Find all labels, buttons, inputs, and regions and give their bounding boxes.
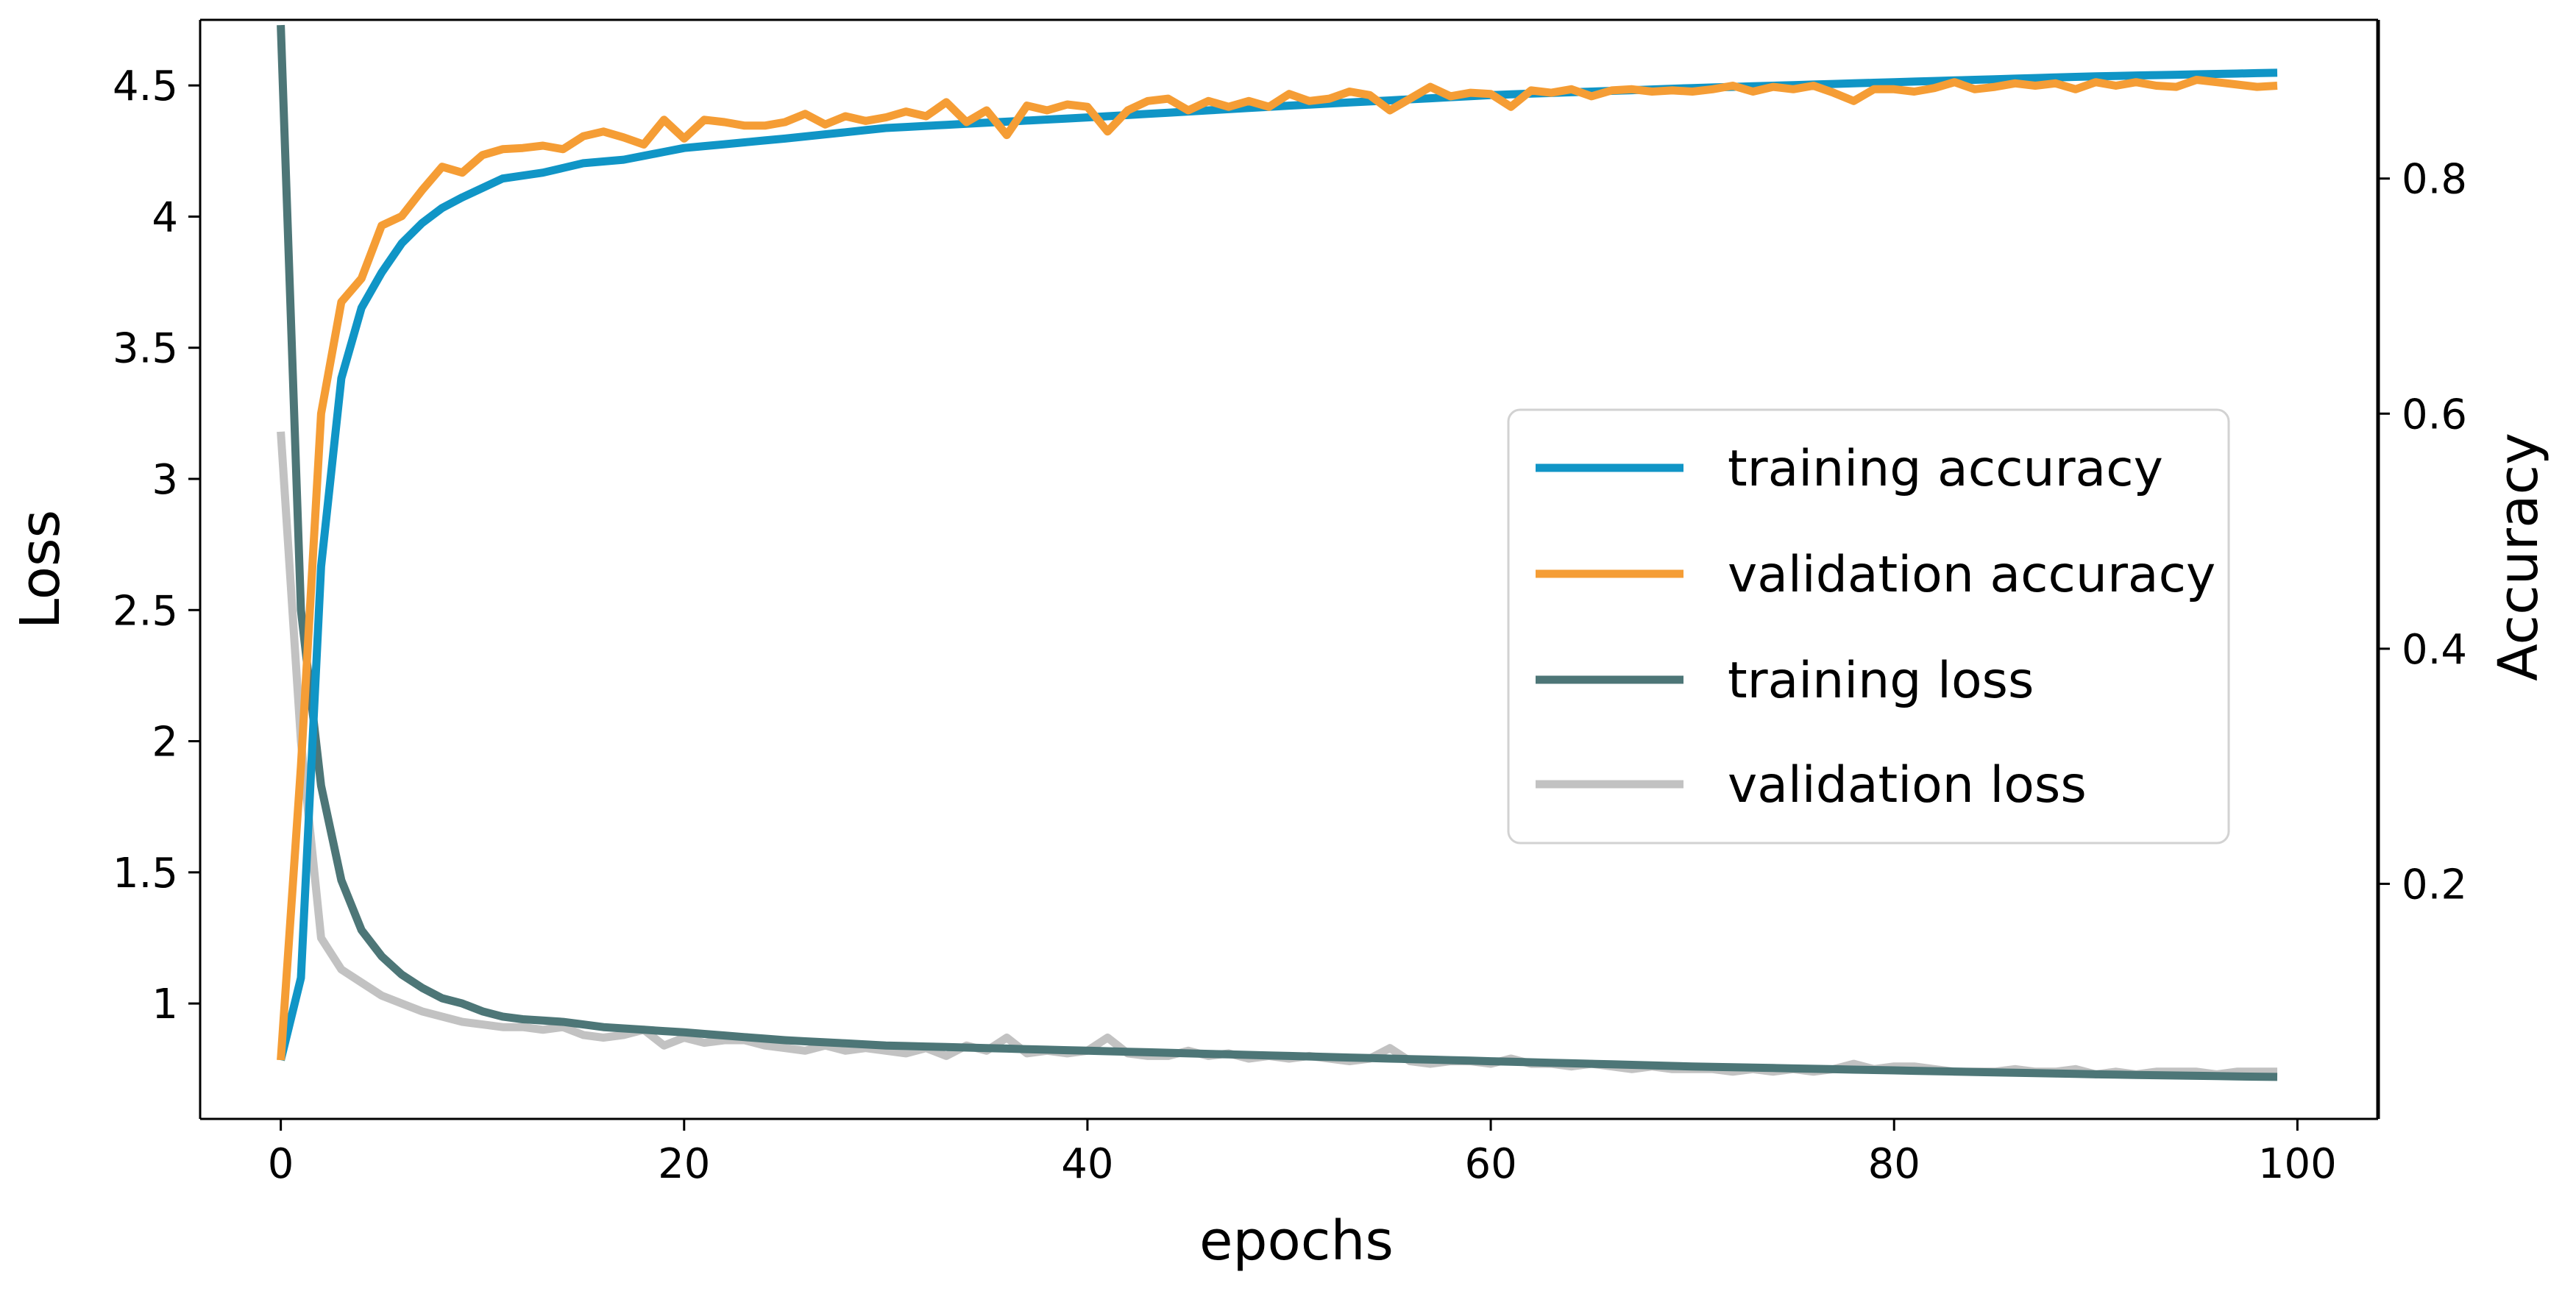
legend-label-validation-loss: validation loss bbox=[1728, 756, 2087, 814]
y-left-tick-label: 2 bbox=[152, 719, 178, 767]
legend-entries: training accuracy validation accuracy trai… bbox=[1536, 440, 2215, 814]
y-right-tick-label: 0.8 bbox=[2402, 156, 2467, 204]
y-left-tick-label: 4.5 bbox=[113, 63, 178, 110]
series-line-training-accuracy bbox=[277, 68, 2278, 1062]
x-tick-label: 80 bbox=[1868, 1140, 1920, 1188]
legend-label-training-loss: training loss bbox=[1728, 652, 2034, 710]
series-line-validation-accuracy bbox=[277, 76, 2278, 1061]
series-layer bbox=[277, 24, 2278, 1081]
y-axis-right-ticks: 0.2 0.4 0.6 0.8 bbox=[2378, 156, 2467, 909]
x-axis-label: epochs bbox=[1199, 1209, 1394, 1273]
y-right-tick-label: 0.4 bbox=[2402, 626, 2467, 674]
x-tick-label: 20 bbox=[658, 1140, 710, 1188]
x-tick-label: 60 bbox=[1464, 1140, 1516, 1188]
y-left-tick-label: 1 bbox=[152, 981, 178, 1028]
x-axis-ticks: 0 20 40 60 80 100 bbox=[268, 1119, 2337, 1188]
y-left-tick-label: 3 bbox=[152, 456, 178, 504]
legend-label-validation-accuracy: validation accuracy bbox=[1728, 546, 2215, 604]
y-left-tick-label: 3.5 bbox=[113, 325, 178, 373]
legend-box bbox=[1507, 408, 2230, 845]
y-axis-left-ticks: 1 1.5 2 2.5 3 3.5 4 4.5 bbox=[113, 63, 200, 1028]
legend: training accuracy validation accuracy trai… bbox=[1507, 408, 2230, 845]
y-right-tick-label: 0.6 bbox=[2402, 391, 2467, 438]
y-left-tick-label: 4 bbox=[152, 193, 178, 241]
x-tick-label: 100 bbox=[2258, 1140, 2337, 1188]
legend-label-training-accuracy: training accuracy bbox=[1728, 440, 2163, 498]
y-left-tick-label: 1.5 bbox=[113, 850, 178, 897]
x-tick-label: 0 bbox=[268, 1140, 294, 1188]
y-axis-left-label: Loss bbox=[9, 510, 72, 629]
series-line-training-loss bbox=[277, 24, 2278, 1081]
y-axis-right-label: Accuracy bbox=[2487, 433, 2550, 681]
x-tick-label: 40 bbox=[1061, 1140, 1113, 1188]
y-right-tick-label: 0.2 bbox=[2402, 861, 2467, 909]
y-left-tick-label: 2.5 bbox=[113, 587, 178, 635]
